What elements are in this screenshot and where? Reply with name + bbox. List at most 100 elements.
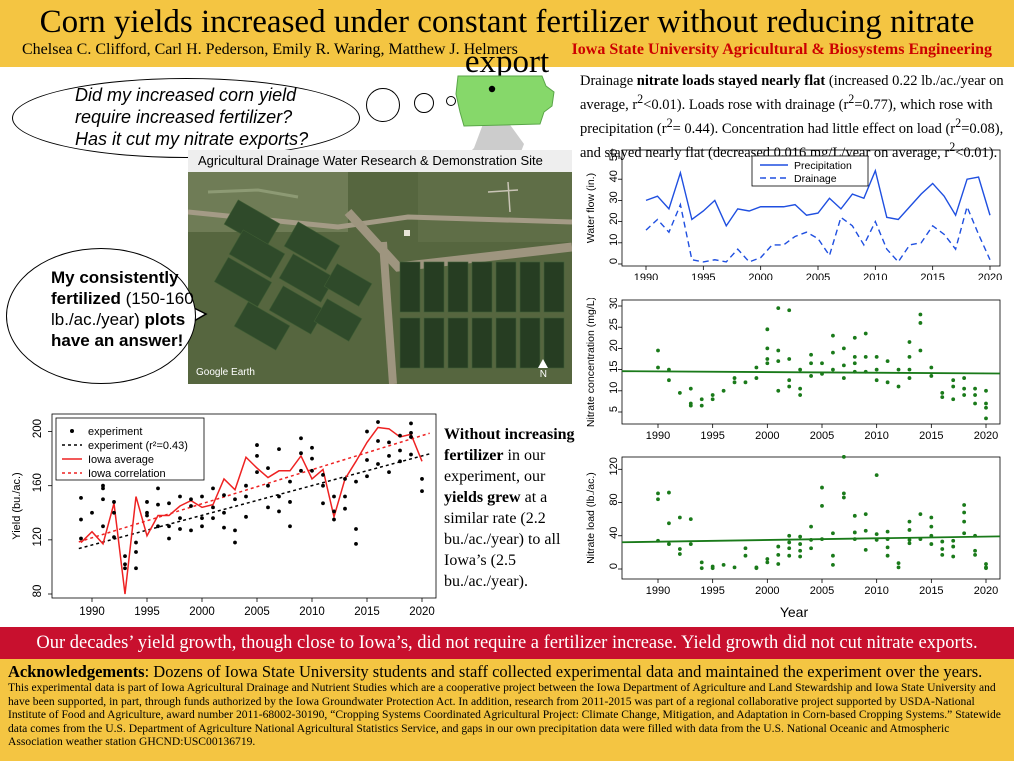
x-tick-label: 2005 — [806, 272, 830, 280]
data-point — [365, 474, 369, 479]
data-point — [688, 542, 693, 546]
trend-line — [621, 370, 1001, 375]
data-point — [841, 376, 846, 380]
data-point — [732, 380, 737, 385]
data-point — [354, 479, 358, 484]
data-point — [798, 534, 803, 539]
data-point — [211, 505, 215, 510]
data-point — [123, 562, 127, 567]
data-point — [929, 524, 934, 529]
data-point — [255, 443, 259, 447]
data-point — [787, 540, 792, 545]
data-point — [973, 552, 977, 557]
data-point — [841, 363, 846, 368]
data-point — [962, 519, 967, 524]
iowa-trend-line — [78, 432, 430, 543]
data-point — [951, 554, 956, 559]
text-run: =0.77), which rose with precipitation (r — [580, 96, 993, 137]
answer-bold-2: plots have an answer! — [51, 310, 186, 350]
text-run: in our experiment, our — [444, 447, 546, 485]
y-axis-label: Nitrate concentration (mg/L) — [585, 298, 597, 427]
data-point — [211, 516, 215, 521]
data-point — [984, 416, 988, 421]
legend-box — [55, 417, 205, 481]
data-point — [841, 346, 846, 351]
x-tick-label: 2010 — [864, 585, 888, 597]
data-point — [907, 376, 912, 380]
data-point — [765, 560, 770, 565]
data-point — [743, 553, 748, 558]
data-point — [288, 479, 292, 484]
data-point — [831, 367, 835, 372]
data-point — [896, 561, 901, 566]
data-point — [798, 554, 803, 559]
data-point — [688, 386, 693, 391]
x-axis-label: Year — [780, 604, 809, 620]
data-point — [929, 515, 934, 520]
data-point — [222, 510, 226, 515]
data-point — [343, 506, 347, 511]
data-point — [79, 495, 83, 500]
data-point — [885, 359, 890, 364]
x-tick-label: 1990 — [79, 606, 105, 618]
data-point — [101, 497, 105, 502]
y-tick-label: 80 — [32, 585, 44, 598]
data-point — [288, 500, 292, 504]
data-point — [798, 548, 803, 553]
data-point — [874, 473, 879, 478]
data-point — [376, 420, 380, 424]
trend-line — [621, 535, 1001, 544]
data-point — [112, 535, 116, 540]
y-tick-label: 0 — [608, 563, 620, 569]
data-point — [677, 547, 682, 551]
x-tick-label: 2000 — [189, 606, 215, 618]
data-point — [233, 540, 237, 545]
data-point — [798, 367, 803, 372]
data-point — [765, 346, 770, 351]
data-point — [321, 501, 325, 506]
data-point — [907, 519, 912, 524]
data-point — [940, 395, 945, 400]
x-tick-label: 2020 — [974, 585, 998, 597]
data-point — [852, 354, 857, 359]
data-point — [732, 565, 737, 570]
data-point — [776, 544, 781, 549]
plot-frame — [621, 149, 1001, 267]
data-point — [112, 500, 116, 504]
author-list: Chelsea C. Clifford, Carl H. Pederson, E… — [22, 41, 518, 58]
text-run: <0.01). — [955, 144, 998, 161]
text-run: (increased 0.22 lb./ac./year on average,… — [580, 73, 1004, 113]
plot-frame — [51, 413, 437, 599]
data-point — [984, 401, 988, 406]
data-point — [776, 348, 781, 353]
data-point — [787, 533, 792, 538]
y-tick-label: 10 — [608, 234, 620, 246]
question-line: require increased fertilizer? — [75, 107, 293, 127]
plot-frame — [621, 456, 1001, 580]
data-point — [266, 505, 270, 510]
data-point — [178, 494, 182, 499]
data-point — [820, 503, 824, 508]
legend-label: Iowa average — [88, 454, 154, 466]
data-point — [754, 376, 759, 380]
data-point — [831, 553, 835, 558]
data-point — [885, 553, 890, 558]
data-point — [420, 489, 424, 494]
text-run: <0.01). Loads rose with drainage (r — [643, 96, 849, 113]
bold-finding: Without increasing fertilizer — [444, 426, 575, 464]
y-tick-label: 15 — [608, 360, 620, 372]
data-point — [667, 490, 671, 495]
data-point — [677, 515, 682, 520]
data-point — [178, 516, 182, 521]
experiment-trend-line — [78, 453, 430, 550]
data-point — [951, 538, 956, 543]
data-point — [376, 462, 380, 466]
y-tick-label: 160 — [32, 473, 44, 492]
data-point — [776, 306, 781, 311]
answer-speech-bubble: My consistently fertilized (150-160 lb./… — [6, 248, 196, 384]
x-tick-label: 2020 — [978, 272, 1002, 280]
data-point — [929, 542, 934, 546]
data-point — [831, 562, 835, 567]
data-point — [962, 531, 967, 536]
data-point — [398, 448, 402, 453]
